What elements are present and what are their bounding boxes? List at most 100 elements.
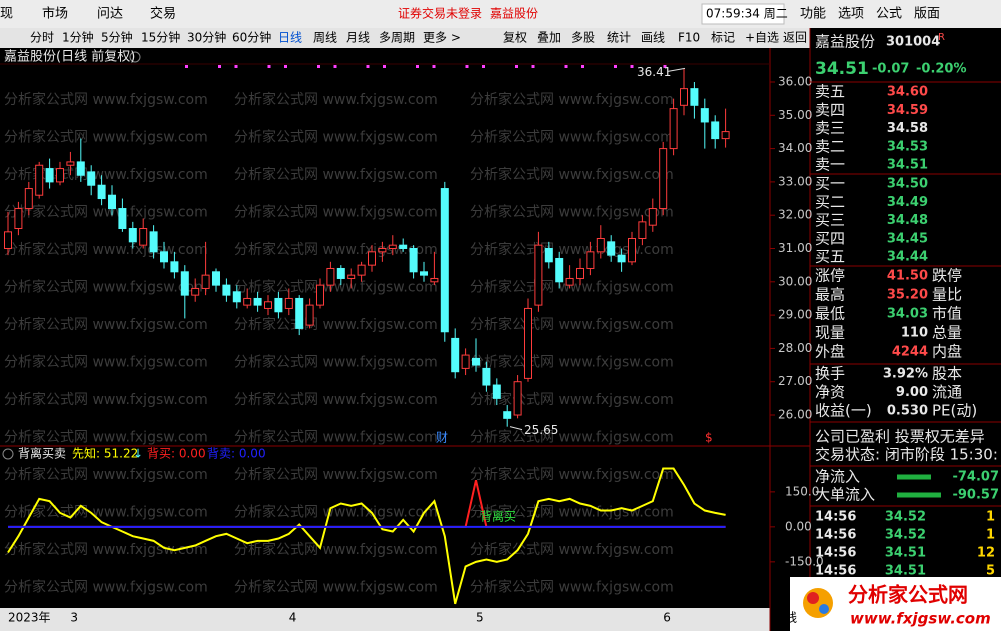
menu-item[interactable]: 市场 bbox=[42, 6, 68, 22]
menu-item[interactable]: 功能 bbox=[800, 7, 826, 22]
period-button[interactable]: 分时 bbox=[30, 31, 54, 45]
watermark: 分析家公式网 www.fxjgsw.com bbox=[470, 316, 674, 333]
stat-label: 流通 bbox=[932, 383, 962, 401]
candle-body bbox=[409, 247, 418, 273]
tool-button[interactable]: +自选 bbox=[745, 31, 779, 45]
watermark: 分析家公式网 www.fxjgsw.com bbox=[4, 579, 208, 596]
candle-body bbox=[565, 277, 574, 286]
period-button[interactable]: 月线 bbox=[346, 31, 370, 45]
stat-label: 收益(一) bbox=[815, 402, 872, 420]
signal-dot bbox=[432, 65, 436, 68]
candle-body bbox=[440, 188, 449, 333]
period-button[interactable]: 60分钟 bbox=[232, 30, 271, 45]
status-text: 证券交易未登录 bbox=[398, 6, 482, 21]
stat-label: 股本 bbox=[932, 365, 962, 383]
flow-bar bbox=[897, 492, 941, 498]
candle-body bbox=[14, 208, 23, 230]
dropdown-icon[interactable] bbox=[2, 448, 14, 460]
stat-label: 内盘 bbox=[932, 343, 962, 361]
candle-body bbox=[472, 357, 480, 366]
menu-item[interactable]: 版面 bbox=[914, 7, 940, 22]
book-price: 34.51 bbox=[887, 158, 928, 173]
watermark: 分析家公式网 www.fxjgsw.com bbox=[234, 429, 438, 446]
candle-body bbox=[76, 161, 85, 176]
stat-value: 34.03 bbox=[887, 307, 928, 322]
period-button[interactable]: 多周期 bbox=[379, 31, 415, 45]
period-button[interactable]: 5分钟 bbox=[101, 30, 133, 45]
tool-button[interactable]: 多股 bbox=[571, 31, 595, 45]
stat-label: 换手 bbox=[815, 365, 845, 383]
dropdown-icon[interactable] bbox=[129, 51, 141, 63]
tool-button[interactable]: 返回 bbox=[783, 31, 807, 45]
stat-label: 外盘 bbox=[815, 343, 845, 361]
signal-dot bbox=[284, 65, 287, 68]
flow-bar bbox=[897, 474, 931, 480]
signal-dot bbox=[267, 65, 271, 68]
stat-value: 41.50 bbox=[887, 269, 928, 284]
stat-label: 总量 bbox=[932, 324, 962, 342]
watermark: 分析家公式网 www.fxjgsw.com bbox=[234, 279, 438, 296]
menu-item[interactable]: 问达 bbox=[97, 7, 123, 22]
candle-body bbox=[555, 257, 564, 283]
candle-body bbox=[576, 267, 584, 279]
menu-item[interactable]: 选项 bbox=[838, 7, 864, 22]
tool-button[interactable]: F10 bbox=[678, 31, 700, 45]
low-label: 25.65 bbox=[524, 423, 558, 437]
candle-body bbox=[513, 381, 522, 416]
period-button[interactable]: 30分钟 bbox=[187, 30, 226, 45]
candle-body bbox=[212, 271, 220, 286]
candle-body bbox=[700, 108, 709, 123]
book-label: 买一 bbox=[815, 175, 845, 193]
candle-body bbox=[87, 171, 96, 186]
watermark: 分析家公式网 www.fxjgsw.com bbox=[4, 129, 208, 146]
book-label: 买二 bbox=[815, 193, 845, 211]
watermark: 分析家公式网 www.fxjgsw.com bbox=[4, 279, 208, 296]
candle-body bbox=[503, 411, 512, 419]
signal-dot bbox=[515, 65, 518, 68]
signal-dot bbox=[366, 65, 370, 68]
candle-body bbox=[243, 297, 252, 306]
stock-flag: R bbox=[938, 32, 945, 43]
x-tick-label: 4 bbox=[289, 611, 297, 625]
menu-item[interactable]: 公式 bbox=[876, 7, 902, 22]
menu-item[interactable]: 交易 bbox=[150, 6, 176, 22]
watermark: 分析家公式网 www.fxjgsw.com bbox=[470, 579, 674, 596]
period-button[interactable]: 更多 > bbox=[423, 31, 461, 45]
y-tick-label: 26.00 bbox=[778, 408, 812, 422]
trade-volume: 1 bbox=[986, 528, 995, 543]
period-button[interactable]: 日线 bbox=[278, 31, 302, 45]
candle-body bbox=[669, 108, 678, 150]
stock-name: 嘉益股份 bbox=[815, 33, 875, 51]
y-tick-label: 35.00 bbox=[778, 108, 812, 122]
candle-body bbox=[399, 244, 408, 249]
stat-value: 4244 bbox=[892, 345, 928, 360]
candle-body bbox=[180, 271, 189, 296]
period-button[interactable]: 周线 bbox=[313, 31, 337, 45]
signal-dot bbox=[630, 65, 634, 68]
tool-button[interactable]: 统计 bbox=[607, 31, 631, 45]
y-tick-label: 32.00 bbox=[778, 208, 812, 222]
stat-value: 110 bbox=[901, 326, 928, 341]
watermark: 分析家公式网 www.fxjgsw.com bbox=[234, 241, 438, 258]
period-button[interactable]: 15分钟 bbox=[141, 30, 180, 45]
book-price: 34.50 bbox=[887, 177, 928, 192]
stat-value: 0.530 bbox=[887, 404, 928, 419]
book-label: 买三 bbox=[815, 211, 845, 229]
menu-item[interactable]: 现 bbox=[0, 7, 13, 22]
stat-label: 现量 bbox=[815, 324, 845, 342]
candle-body bbox=[118, 208, 127, 230]
tool-button[interactable]: 画线 bbox=[641, 31, 665, 45]
low-arrow bbox=[509, 426, 523, 431]
legend-entry: 背买: 0.00 bbox=[147, 447, 206, 461]
tool-button[interactable]: 叠加 bbox=[537, 31, 561, 45]
legend-entry: 背卖: 0.00 bbox=[207, 447, 266, 461]
book-label: 卖五 bbox=[815, 83, 845, 101]
signal-dot bbox=[581, 65, 584, 68]
y-tick-label: 29.00 bbox=[778, 308, 812, 322]
clock: 07:59:34 周二 bbox=[706, 7, 788, 21]
tool-button[interactable]: 标记 bbox=[711, 31, 735, 45]
period-button[interactable]: 1分钟 bbox=[62, 30, 94, 45]
signal-dot bbox=[531, 65, 535, 68]
tool-button[interactable]: 复权 bbox=[503, 31, 527, 45]
